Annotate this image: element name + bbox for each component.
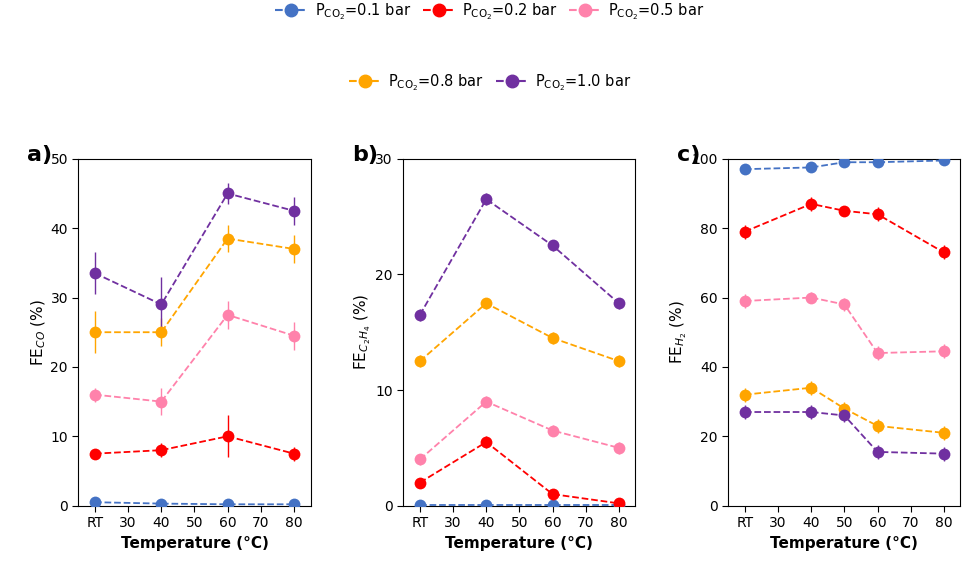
X-axis label: Temperature (°C): Temperature (°C) [121, 536, 269, 550]
Text: b): b) [352, 145, 378, 165]
Text: c): c) [677, 145, 701, 165]
Legend: $\mathregular{P_{CO_2}}$=0.8 bar, $\mathregular{P_{CO_2}}$=1.0 bar: $\mathregular{P_{CO_2}}$=0.8 bar, $\math… [343, 66, 637, 98]
Y-axis label: FE$_{CO}$ (%): FE$_{CO}$ (%) [29, 299, 48, 366]
X-axis label: Temperature (°C): Temperature (°C) [446, 536, 593, 550]
Legend: $\mathregular{P_{CO_2}}$=0.1 bar, $\mathregular{P_{CO_2}}$=0.2 bar, $\mathregula: $\mathregular{P_{CO_2}}$=0.1 bar, $\math… [270, 0, 710, 28]
Y-axis label: FE$_{C_2H_4}$ (%): FE$_{C_2H_4}$ (%) [352, 294, 372, 370]
Y-axis label: FE$_{H_2}$ (%): FE$_{H_2}$ (%) [668, 300, 689, 364]
X-axis label: Temperature (°C): Temperature (°C) [770, 536, 918, 550]
Text: a): a) [27, 145, 53, 165]
